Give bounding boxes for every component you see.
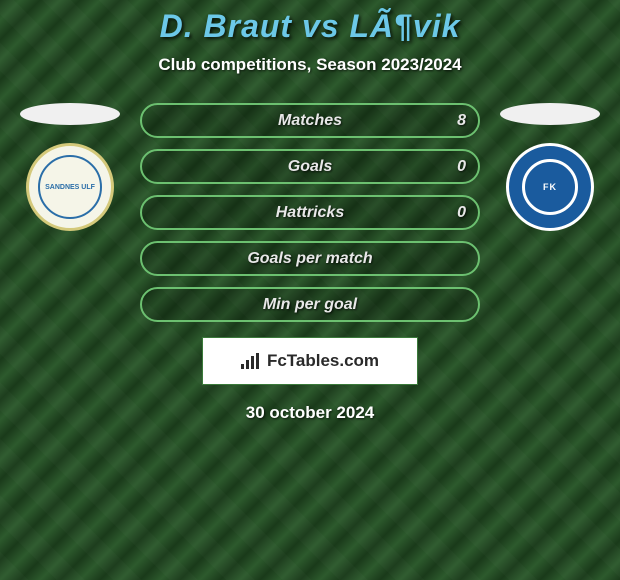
stat-pill: Hattricks 0 — [140, 195, 480, 230]
club-badge-right-label: FK — [543, 182, 557, 192]
stat-pill: Matches 8 — [140, 103, 480, 138]
infographic-container: D. Braut vs LÃ¶vik Club competitions, Se… — [0, 0, 620, 580]
stat-label: Goals — [288, 158, 332, 176]
player-right-avatar — [500, 103, 600, 125]
comparison-title: D. Braut vs LÃ¶vik — [160, 8, 461, 45]
footer-brand-text: FcTables.com — [267, 351, 379, 371]
stat-pill: Goals per match — [140, 241, 480, 276]
stat-label: Min per goal — [263, 296, 357, 314]
player-left-avatar — [20, 103, 120, 125]
main-row: SANDNES ULF Matches8Goals0Hattricks0Goal… — [0, 103, 620, 322]
bar-chart-icon — [241, 353, 261, 369]
club-badge-left: SANDNES ULF — [26, 143, 114, 231]
footer-brand-box: FcTables.com — [202, 337, 418, 385]
stat-pill: Goals 0 — [140, 149, 480, 184]
player-right-column: FK — [490, 103, 610, 231]
club-badge-right: FK — [506, 143, 594, 231]
stat-label: Matches — [278, 112, 342, 130]
player-left-column: SANDNES ULF — [10, 103, 130, 231]
stat-value-right: 8 — [457, 112, 466, 130]
club-badge-left-label: SANDNES ULF — [45, 184, 95, 191]
stat-pill: Min per goal — [140, 287, 480, 322]
stat-label: Hattricks — [276, 204, 344, 222]
stat-value-right: 0 — [457, 158, 466, 176]
stats-column: Matches 8 Goals 0 Hattricks 0 Goals per match M… — [140, 103, 480, 322]
stat-label: Goals per match — [247, 250, 372, 268]
season-subtitle: Club competitions, Season 2023/2024 — [158, 55, 461, 75]
snapshot-date: 30 october 2024 — [246, 403, 375, 423]
stat-value-right: 0 — [457, 204, 466, 222]
